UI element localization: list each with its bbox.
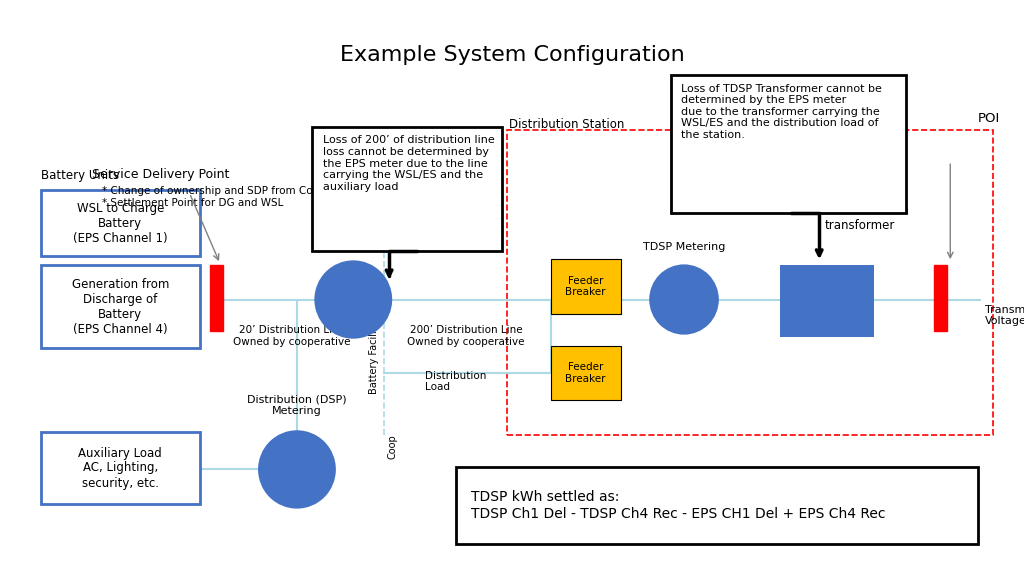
- Text: TDSP Metering: TDSP Metering: [643, 242, 725, 252]
- Text: Coop: Coop: [387, 434, 397, 458]
- Text: * Change of ownership and SDP from Coop to ESR: * Change of ownership and SDP from Coop …: [102, 186, 364, 196]
- Text: EPS Metering: EPS Metering: [316, 241, 390, 251]
- Text: Distribution (DSP)
Metering: Distribution (DSP) Metering: [247, 395, 347, 416]
- Text: TDSP kWh settled as:
TDSP Ch1 Del - TDSP Ch4 Rec - EPS CH1 Del + EPS Ch4 Rec: TDSP kWh settled as: TDSP Ch1 Del - TDSP…: [471, 490, 886, 521]
- Text: 20’ Distribution Line
Owned by cooperative: 20’ Distribution Line Owned by cooperati…: [233, 325, 350, 347]
- FancyBboxPatch shape: [41, 432, 200, 504]
- Text: Service Delivery Point: Service Delivery Point: [92, 168, 229, 181]
- Text: Transmission
Voltage: Transmission Voltage: [985, 305, 1024, 327]
- Bar: [551, 259, 621, 314]
- Ellipse shape: [258, 430, 336, 509]
- Text: Feeder
Breaker: Feeder Breaker: [565, 276, 606, 297]
- FancyBboxPatch shape: [41, 190, 200, 256]
- Text: 200’ Distribution Line
Owned by cooperative: 200’ Distribution Line Owned by cooperat…: [408, 325, 524, 347]
- Text: TDSP Substation
transformer: TDSP Substation transformer: [811, 204, 909, 232]
- Text: Generation from
Discharge of
Battery
(EPS Channel 4): Generation from Discharge of Battery (EP…: [72, 278, 169, 336]
- Text: Loss of 200’ of distribution line
loss cannot be determined by
the EPS meter due: Loss of 200’ of distribution line loss c…: [323, 135, 495, 192]
- Text: Battery Facility: Battery Facility: [369, 320, 379, 394]
- Bar: [780, 265, 874, 337]
- Text: WSL to Charge
Battery
(EPS Channel 1): WSL to Charge Battery (EPS Channel 1): [73, 202, 168, 245]
- Text: Distribution
Load: Distribution Load: [425, 370, 486, 392]
- FancyBboxPatch shape: [312, 127, 502, 251]
- FancyBboxPatch shape: [456, 467, 978, 544]
- Text: Example System Configuration: Example System Configuration: [340, 45, 684, 65]
- Text: * Settlement Point for DG and WSL: * Settlement Point for DG and WSL: [102, 198, 284, 208]
- Bar: [551, 346, 621, 400]
- Text: Distribution Station: Distribution Station: [509, 119, 625, 131]
- Bar: [210, 265, 223, 331]
- FancyBboxPatch shape: [41, 265, 200, 348]
- Text: Loss of TDSP Transformer cannot be
determined by the EPS meter
due to the transf: Loss of TDSP Transformer cannot be deter…: [681, 84, 882, 140]
- Ellipse shape: [649, 264, 719, 335]
- Text: Battery Units: Battery Units: [41, 169, 119, 182]
- Ellipse shape: [314, 260, 392, 339]
- FancyBboxPatch shape: [671, 75, 906, 213]
- Text: Auxiliary Load
AC, Lighting,
security, etc.: Auxiliary Load AC, Lighting, security, e…: [79, 446, 162, 490]
- Text: POI: POI: [978, 112, 1000, 124]
- Bar: [934, 265, 947, 331]
- Text: Feeder
Breaker: Feeder Breaker: [565, 362, 606, 384]
